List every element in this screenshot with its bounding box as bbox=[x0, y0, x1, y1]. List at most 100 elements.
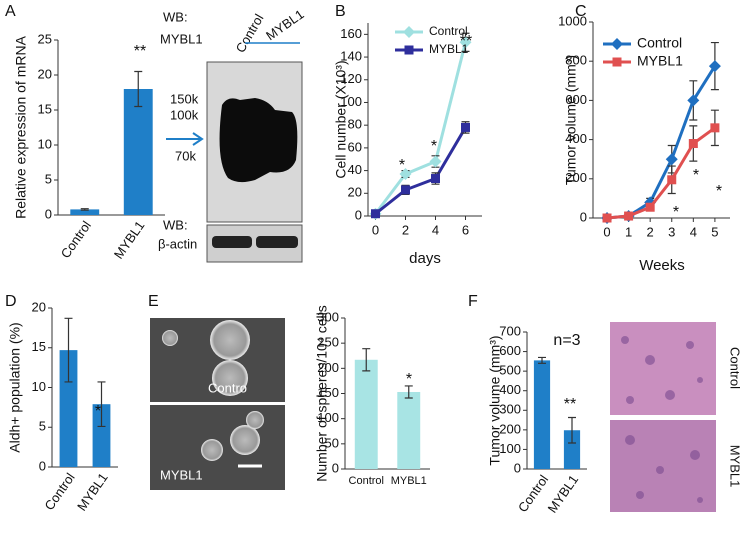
y-tick-label: 0 bbox=[45, 206, 52, 221]
y-tick-label: 25 bbox=[38, 31, 52, 46]
arrow bbox=[166, 132, 204, 146]
point bbox=[624, 211, 634, 221]
y-tick-label: 10 bbox=[38, 136, 52, 151]
x-tick-label: Control bbox=[58, 218, 94, 261]
y-tick-label: 20 bbox=[348, 185, 362, 200]
annotation: ** bbox=[564, 396, 576, 413]
error-bar bbox=[64, 317, 73, 383]
actin-band bbox=[212, 236, 252, 248]
y-tick-label: 200 bbox=[317, 360, 339, 375]
x-axis-label: days bbox=[409, 250, 441, 267]
point bbox=[708, 60, 721, 73]
y-tick-label: 5 bbox=[45, 171, 52, 186]
annotation: * bbox=[399, 157, 405, 174]
point bbox=[602, 213, 612, 223]
histology-texture bbox=[621, 336, 703, 503]
legend-marker bbox=[611, 38, 623, 50]
sphere bbox=[230, 425, 260, 455]
mw-marker: 70k bbox=[175, 148, 196, 163]
point bbox=[667, 175, 677, 185]
y-tick-label: 250 bbox=[317, 335, 339, 350]
y-tick-label: 50 bbox=[325, 435, 339, 450]
annotation: * bbox=[716, 183, 722, 200]
x-tick-label: MYBL1 bbox=[391, 475, 427, 487]
point bbox=[371, 209, 380, 219]
legend-label: Control bbox=[429, 24, 468, 38]
x-tick-label: 0 bbox=[372, 222, 379, 237]
error-bar bbox=[97, 381, 106, 428]
panel-letter: C bbox=[575, 3, 587, 20]
image-label: Control bbox=[728, 347, 743, 389]
panel-letter: E bbox=[148, 293, 159, 310]
blot-label: β-actin bbox=[158, 236, 197, 251]
legend-marker bbox=[404, 45, 414, 55]
y-tick-label: 200 bbox=[565, 170, 587, 185]
y-axis-label: Cell number (X10³) bbox=[333, 60, 349, 178]
annotation: * bbox=[431, 138, 437, 155]
x-tick-label: MYBL1 bbox=[74, 470, 111, 514]
histology bbox=[610, 420, 716, 512]
y-tick-label: 5 bbox=[39, 419, 46, 434]
point bbox=[461, 122, 470, 132]
mw-marker: 150k bbox=[170, 91, 199, 106]
point bbox=[431, 174, 440, 184]
bar bbox=[123, 89, 153, 215]
point bbox=[401, 185, 410, 195]
x-tick-label: 3 bbox=[668, 224, 675, 239]
y-axis-label: Aldh+ population (%) bbox=[7, 322, 23, 452]
bar bbox=[397, 391, 421, 469]
y-tick-label: 400 bbox=[565, 131, 587, 146]
bar bbox=[59, 350, 78, 467]
legend-marker bbox=[403, 26, 415, 38]
line bbox=[374, 41, 467, 215]
error-bar bbox=[134, 70, 143, 108]
y-tick-label: 400 bbox=[499, 382, 521, 397]
actin-band bbox=[256, 236, 298, 248]
y-axis-label: Relative expression of mRNA bbox=[13, 35, 29, 219]
y-tick-label: 300 bbox=[499, 402, 521, 417]
sphere bbox=[201, 439, 223, 461]
y-tick-label: 700 bbox=[499, 323, 521, 338]
y-axis-label: Number of spheres/10⁴ cells bbox=[314, 305, 330, 481]
lane-label: MYBL1 bbox=[263, 7, 307, 44]
point bbox=[645, 202, 655, 212]
image-label: Contro bbox=[208, 380, 247, 395]
legend-label: MYBL1 bbox=[429, 42, 469, 56]
error-bar bbox=[568, 416, 576, 444]
bar bbox=[563, 430, 581, 469]
histology bbox=[610, 322, 716, 415]
annotation: * bbox=[673, 204, 679, 221]
blot-band bbox=[219, 98, 298, 183]
y-tick-label: 160 bbox=[340, 26, 362, 41]
x-tick-label: MYBL1 bbox=[111, 218, 148, 262]
error-bar bbox=[362, 348, 371, 372]
panel-letter: B bbox=[335, 3, 346, 20]
point bbox=[429, 155, 442, 168]
annotation: ** bbox=[134, 43, 146, 60]
x-tick-label: 2 bbox=[402, 222, 409, 237]
x-tick-label: 2 bbox=[647, 224, 654, 239]
legend-marker bbox=[612, 57, 622, 67]
error-bar bbox=[404, 385, 413, 399]
x-tick-label: 4 bbox=[690, 224, 697, 239]
image-label: MYBL1 bbox=[160, 467, 203, 482]
y-tick-label: 500 bbox=[499, 363, 521, 378]
y-tick-label: 1000 bbox=[558, 13, 587, 28]
panel-letter: F bbox=[468, 293, 478, 310]
point bbox=[687, 94, 700, 107]
blot-label: MYBL1 bbox=[160, 31, 203, 46]
line bbox=[374, 126, 467, 215]
y-tick-label: 0 bbox=[39, 458, 46, 473]
y-tick-label: 100 bbox=[317, 410, 339, 425]
y-tick-label: 150 bbox=[317, 385, 339, 400]
legend-label: Control bbox=[637, 35, 682, 51]
x-tick-label: 6 bbox=[462, 222, 469, 237]
bar bbox=[354, 359, 378, 469]
x-tick-label: MYBL1 bbox=[545, 472, 582, 516]
annotation: ** bbox=[460, 33, 472, 50]
point bbox=[665, 153, 678, 166]
y-tick-label: 100 bbox=[340, 94, 362, 109]
blot-label: WB: bbox=[163, 217, 188, 232]
y-tick-label: 800 bbox=[565, 53, 587, 68]
y-tick-label: 200 bbox=[499, 421, 521, 436]
